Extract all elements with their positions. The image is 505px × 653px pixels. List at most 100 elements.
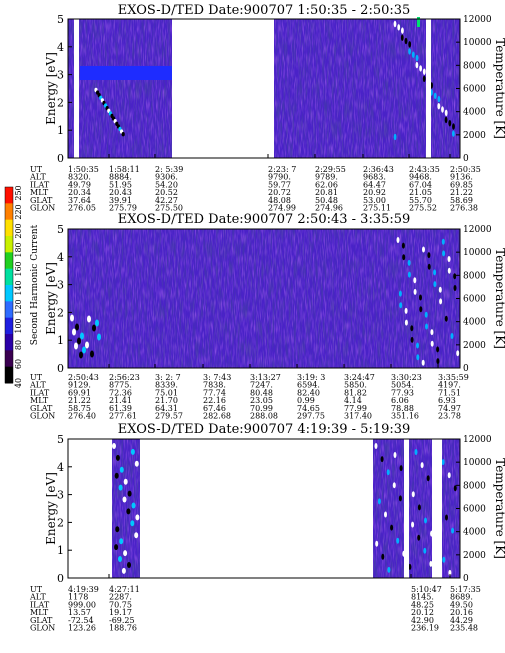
spectrogram-streaks — [68, 229, 460, 368]
orbit-table-cell: 69.91 — [68, 388, 91, 397]
burst-mark — [115, 454, 120, 461]
edge-structure-mark — [413, 277, 417, 284]
edge-structure-mark — [430, 340, 434, 347]
data-gap — [172, 19, 274, 158]
orbit-table-cell: 74.97 — [438, 404, 461, 413]
colorbar-swatch — [5, 268, 13, 286]
orbit-row-label: ALT — [29, 173, 46, 182]
orbit-row-label: MLT — [30, 396, 49, 405]
panel-title: EXOS-D/TED Date:900707 2:50:43 - 3:35:59 — [118, 212, 411, 227]
y-axis-label: Energy [eV] — [44, 472, 58, 545]
orbit-table-cell: 276.05 — [68, 204, 96, 213]
orbit-table-cell: 4.14 — [344, 396, 362, 405]
y2-tick-label: 10000 — [463, 248, 492, 258]
orbit-table-cell: 20.34 — [68, 188, 91, 197]
edge-structure-mark — [82, 346, 86, 354]
data-gap — [140, 439, 373, 578]
orbit-table-cell: 20.12 — [411, 608, 434, 617]
orbit-table-cell: 8145. — [411, 593, 434, 602]
orbit-table-cell: 2287. — [109, 593, 132, 602]
orbit-table-cell: 275.79 — [109, 204, 137, 213]
y-tick-label: 1 — [57, 124, 64, 137]
orbit-table-cell: 275.50 — [155, 204, 183, 213]
orbit-table-cell: 80.48 — [250, 388, 273, 397]
orbit-table-cell: 67.46 — [203, 404, 226, 413]
burst-mark — [374, 443, 378, 449]
burst-mark — [118, 484, 123, 491]
orbit-table-cell: 61.39 — [109, 404, 132, 413]
edge-structure-mark — [407, 259, 411, 266]
orbit-table-cell: 72.36 — [109, 388, 132, 397]
edge-structure-mark — [427, 252, 431, 259]
orbit-table-cell: 276.38 — [450, 204, 478, 213]
burst-mark — [414, 449, 418, 455]
orbit-table-cell: 21.41 — [109, 396, 132, 405]
edge-structure-mark — [433, 281, 437, 288]
y-tick-label: 5 — [57, 223, 64, 236]
x-tick-label: 2:36:43 — [363, 165, 394, 174]
orbit-table-cell: 9468. — [409, 173, 432, 182]
orbit-table-cell: 13.57 — [68, 608, 91, 617]
colorbar-swatch — [5, 350, 13, 368]
wave-structure-mark — [393, 133, 397, 141]
burst-mark — [121, 567, 126, 574]
wave-structure-mark — [393, 20, 397, 28]
y2-tick-label: 0 — [463, 364, 469, 374]
burst-mark — [453, 485, 457, 492]
edge-structure-mark — [424, 311, 428, 318]
edge-structure-mark — [427, 263, 431, 270]
edge-structure-mark — [456, 350, 460, 357]
orbit-table-cell: 19.17 — [109, 608, 132, 617]
edge-structure-mark — [436, 346, 440, 353]
orbit-table-cell: 22.16 — [203, 396, 226, 405]
y2-tick-label: 8000 — [463, 481, 486, 491]
y2-tick-label: 10000 — [463, 38, 492, 48]
orbit-table-cell: 54.20 — [155, 180, 178, 189]
x-tick-label: 2: 5:39 — [155, 165, 183, 174]
panel-3: EXOS-D/TED Date:900707 4:19:39 - 5:19:39… — [29, 422, 505, 633]
wave-structure-mark — [408, 41, 412, 48]
wave-structure-mark — [404, 37, 408, 45]
orbit-table-cell: 81.82 — [344, 388, 367, 397]
burst-mark — [386, 469, 390, 476]
orbit-table-cell: 21.70 — [155, 396, 178, 405]
orbit-table-cell: 317.40 — [344, 412, 372, 421]
x-tick-label: 2:56:23 — [109, 373, 140, 382]
orbit-table-cell: 77.99 — [344, 404, 367, 413]
data-gap — [404, 439, 409, 578]
edge-structure-mark — [419, 294, 422, 301]
orbit-table-cell: 274.99 — [268, 204, 296, 213]
x-tick-label: 3:13:27 — [250, 373, 281, 382]
edge-structure-mark — [97, 333, 101, 341]
orbit-table-cell: 49.79 — [68, 180, 91, 189]
x-tick-label: 5:10:47 — [411, 585, 442, 594]
burst-mark — [411, 521, 415, 528]
edge-structure-mark — [421, 359, 425, 366]
x-tick-label: 2:50:35 — [450, 165, 481, 174]
y2-tick-label: 12000 — [463, 225, 492, 235]
edge-structure-mark — [90, 350, 94, 358]
y2-tick-label: 2000 — [463, 131, 486, 141]
burst-mark — [134, 460, 139, 467]
colorbar-tick-label: 140 — [14, 280, 23, 295]
y2-axis-label: Temperature [K] — [493, 458, 505, 559]
edge-structure-mark — [416, 342, 419, 349]
y-tick-label: 0 — [57, 152, 64, 165]
orbit-table-cell: 20.43 — [109, 188, 132, 197]
orbit-row-label: UT — [30, 165, 43, 174]
x-tick-label: 3:24:47 — [344, 373, 375, 382]
data-gap — [68, 439, 112, 578]
burst-mark — [384, 511, 387, 518]
colorbar-tick-label: 250 — [14, 185, 23, 200]
colorbar-swatch — [5, 366, 13, 384]
colorbar-swatch — [5, 317, 13, 335]
y-tick-label: 1 — [57, 544, 64, 557]
burst-mark — [114, 472, 119, 479]
edge-structure-mark — [87, 315, 91, 323]
flux-band — [80, 66, 172, 80]
edge-structure-mark — [425, 323, 428, 330]
orbit-table-cell: 77.93 — [391, 388, 414, 397]
orbit-table-cell: 1178 — [68, 593, 88, 602]
wave-structure-mark — [415, 61, 419, 69]
burst-mark — [420, 462, 424, 469]
